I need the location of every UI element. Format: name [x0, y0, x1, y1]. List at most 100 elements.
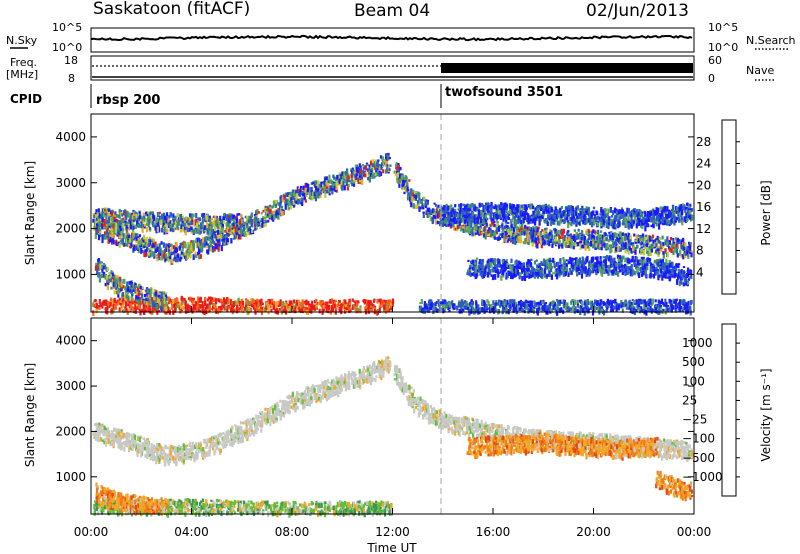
- power-cell-3: [455, 212, 458, 218]
- power-cell-0: [291, 189, 294, 196]
- power-cell-0: [249, 229, 252, 234]
- power-cell-1: [111, 218, 114, 224]
- power-cell-3: [459, 210, 462, 214]
- power-cell-0: [164, 257, 167, 262]
- power-cell-3: [625, 212, 628, 217]
- power-cell-0: [353, 173, 356, 178]
- power-cell-4: [602, 269, 605, 273]
- power-cell-3: [495, 210, 498, 214]
- power-cell-0: [195, 239, 198, 243]
- power-cell-2: [592, 238, 595, 245]
- power-cell-1: [147, 216, 150, 221]
- power-cell-2: [543, 229, 546, 235]
- power-cell-0: [312, 181, 315, 185]
- power-cell-3: [654, 212, 657, 216]
- power-cell-3: [447, 211, 450, 216]
- power-cell-4: [560, 266, 563, 270]
- power-cell-1: [142, 221, 145, 224]
- power-cell-2: [689, 242, 692, 245]
- power-cell-3: [614, 223, 617, 228]
- power-cell-3: [668, 209, 671, 213]
- power-cell-1: [146, 223, 149, 226]
- power-cell-2: [614, 239, 618, 245]
- power-cell-3: [647, 218, 650, 222]
- power-cell-4: [496, 268, 499, 275]
- power-cell-4: [578, 267, 581, 271]
- power-cell-1: [225, 228, 228, 232]
- power-cell-1: [181, 215, 184, 219]
- power-cell-4: [677, 263, 680, 269]
- power-cell-4: [541, 273, 544, 279]
- power-cell-4: [480, 270, 483, 275]
- power-cell-4: [663, 269, 666, 273]
- power-cell-0: [224, 230, 227, 233]
- power-cell-4: [591, 258, 594, 262]
- power-cell-2: [581, 233, 584, 237]
- power-cell-5: [98, 304, 102, 308]
- power-cell-1: [235, 215, 238, 220]
- power-cell-2: [634, 246, 637, 252]
- power-cell-4: [675, 263, 678, 267]
- power-cell-5: [121, 309, 124, 313]
- power-cell-0: [152, 251, 155, 258]
- power-cell-1: [122, 217, 125, 222]
- power-cell-3: [637, 218, 641, 224]
- power-cell-0: [264, 205, 267, 208]
- power-cell-5: [136, 305, 139, 310]
- power-cell-1: [220, 223, 223, 226]
- power-cell-0: [104, 231, 107, 235]
- power-cell-2: [548, 244, 551, 247]
- power-cell-0: [359, 165, 362, 170]
- power-cell-0: [269, 209, 272, 214]
- power-cell-2: [566, 231, 569, 236]
- power-cell-2: [619, 231, 622, 238]
- power-cell-3: [659, 206, 662, 212]
- power-cell-4: [584, 266, 587, 269]
- power-cell-1: [231, 229, 234, 233]
- power-cell-1: [100, 210, 103, 214]
- power-cell-4: [543, 273, 546, 278]
- power-cell-0: [335, 185, 338, 190]
- power-cell-0: [101, 234, 104, 239]
- power-cell-0: [131, 233, 134, 240]
- nsearch-tick-high: 10^5: [708, 21, 738, 34]
- power-cell-4: [522, 268, 525, 273]
- power-cell-4: [633, 263, 636, 268]
- power-cell-3: [445, 203, 448, 207]
- power-cell-4: [668, 267, 671, 272]
- power-cell-4: [525, 271, 528, 276]
- power-cell-2: [419, 198, 422, 203]
- power-cell-0: [147, 242, 150, 247]
- power-cell-4: [661, 263, 664, 269]
- power-cell-0: [199, 243, 202, 249]
- power-cell-0: [212, 247, 215, 253]
- power-cell-4: [671, 267, 674, 273]
- power-cell-0: [99, 232, 102, 235]
- power-cell-3: [570, 216, 573, 221]
- power-cell-2: [674, 249, 677, 253]
- power-cell-3: [537, 204, 540, 208]
- power-cell-4: [481, 272, 484, 277]
- power-cell-2: [404, 175, 407, 178]
- power-cell-3: [484, 214, 487, 218]
- power-cell-4: [596, 259, 599, 266]
- power-cell-4: [604, 261, 607, 266]
- power-cell-0: [334, 176, 337, 182]
- power-cell-0: [182, 253, 185, 257]
- power-cell-2: [684, 242, 687, 247]
- power-cell-3: [585, 210, 588, 214]
- power-cell-2: [655, 243, 658, 247]
- power-cell-2: [624, 235, 627, 241]
- power-cell-2: [615, 246, 618, 251]
- power-cell-0: [216, 244, 219, 250]
- power-cell-2: [669, 237, 673, 241]
- power-cell-2: [582, 234, 585, 239]
- power-cell-0: [315, 186, 318, 191]
- power-cell-2: [679, 250, 682, 256]
- power-cell-4: [632, 270, 635, 276]
- power-cell-3: [454, 208, 457, 212]
- power-cell-1: [113, 215, 116, 221]
- power-cell-3: [444, 208, 447, 215]
- power-cell-2: [590, 231, 593, 235]
- power-cell-2: [504, 235, 507, 239]
